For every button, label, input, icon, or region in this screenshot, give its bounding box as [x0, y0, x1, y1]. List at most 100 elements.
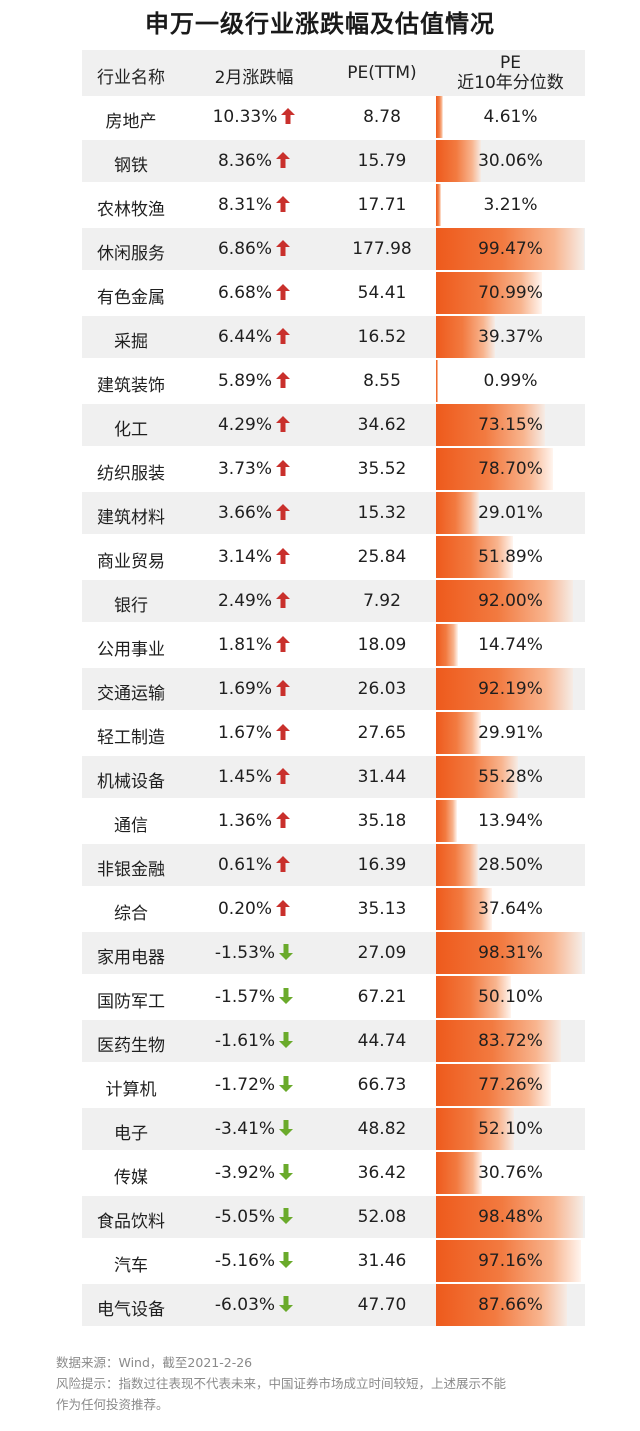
pe-percentile-cell: 51.89%	[436, 536, 585, 578]
table-row: 采掘 6.44% 16.52 39.37%	[82, 316, 585, 358]
header-pe-percentile-line1: PE	[500, 53, 521, 73]
feb-change-value: 8.36%	[217, 151, 272, 171]
arrow-down-icon	[279, 1076, 294, 1092]
feb-change-value: 0.20%	[217, 899, 272, 919]
industry-name: 电气设备	[97, 1300, 165, 1320]
risk-note-line1: 风险提示：指数过往表现不代表未来，中国证券市场成立时间较短，上述展示不能	[56, 1376, 507, 1391]
pe-percentile-value: 73.15%	[478, 415, 543, 435]
pe-percentile-cell: 98.31%	[436, 932, 585, 974]
arrow-up-icon	[276, 900, 290, 916]
table-row: 电子 -3.41% 48.82 52.10%	[82, 1108, 585, 1150]
feb-change-value: 1.45%	[217, 767, 272, 787]
pe-percentile-bar	[436, 140, 481, 182]
pe-percentile-value: 30.06%	[478, 151, 543, 171]
pe-percentile-cell: 87.66%	[436, 1284, 585, 1326]
pe-percentile-bar	[436, 1020, 561, 1062]
table-row: 银行 2.49% 7.92 92.00%	[82, 580, 585, 622]
table-row: 医药生物 -1.61% 44.74 83.72%	[82, 1020, 585, 1062]
table-row: 计算机 -1.72% 66.73 77.26%	[82, 1064, 585, 1106]
industry-name: 有色金属	[97, 288, 165, 308]
pe-percentile-cell: 3.21%	[436, 184, 585, 226]
pe-percentile-cell: 92.00%	[436, 580, 585, 622]
risk-note-line2: 作为任何投资推荐。	[56, 1397, 169, 1412]
arrow-up-icon	[276, 240, 290, 256]
feb-change-cell: -1.57%	[180, 987, 328, 1007]
industry-name: 汽车	[114, 1256, 148, 1276]
feb-change-value: 8.31%	[217, 195, 272, 215]
pe-percentile-cell: 4.61%	[436, 96, 585, 138]
pe-percentile-bar	[436, 888, 493, 930]
industry-name: 银行	[114, 596, 148, 616]
table-row: 传媒 -3.92% 36.42 30.76%	[82, 1152, 585, 1194]
arrow-up-icon	[276, 416, 290, 432]
pe-percentile-value: 98.31%	[478, 943, 543, 963]
table-row: 商业贸易 3.14% 25.84 51.89%	[82, 536, 585, 578]
pe-percentile-bar	[436, 580, 574, 622]
feb-change-cell: 4.29%	[180, 415, 328, 435]
feb-change-value: 0.61%	[217, 855, 272, 875]
pe-ttm-value: 31.46	[357, 1251, 407, 1271]
industry-name: 钢铁	[114, 156, 148, 176]
feb-change-cell: 3.66%	[180, 503, 328, 523]
arrow-up-icon	[276, 152, 290, 168]
pe-percentile-cell: 0.99%	[436, 360, 585, 402]
pe-percentile-value: 92.00%	[478, 591, 543, 611]
table-row: 食品饮料 -5.05% 52.08 98.48%	[82, 1196, 585, 1238]
industry-name: 采掘	[114, 332, 148, 352]
table-row: 非银金融 0.61% 16.39 28.50%	[82, 844, 585, 886]
arrow-up-icon	[276, 504, 290, 520]
pe-percentile-value: 50.10%	[478, 987, 543, 1007]
feb-change-value: 6.86%	[217, 239, 272, 259]
pe-percentile-bar	[436, 756, 519, 798]
industry-name: 建筑材料	[97, 508, 165, 528]
pe-percentile-cell: 30.76%	[436, 1152, 585, 1194]
pe-percentile-value: 52.10%	[478, 1119, 543, 1139]
feb-change-cell: -3.92%	[180, 1163, 328, 1183]
arrow-up-icon	[276, 284, 290, 300]
feb-change-cell: -1.53%	[180, 943, 328, 963]
industry-name: 轻工制造	[97, 728, 165, 748]
pe-percentile-cell: 92.19%	[436, 668, 585, 710]
pe-percentile-bar	[436, 1284, 567, 1326]
header-pe-percentile-line2: 近10年分位数	[457, 73, 564, 93]
pe-percentile-bar	[436, 536, 514, 578]
pe-ttm-value: 7.92	[363, 591, 401, 611]
table-header: 行业名称 2月涨跌幅 PE(TTM) PE 近10年分位数	[82, 50, 585, 96]
header-pe-percentile: PE 近10年分位数	[436, 53, 585, 93]
pe-percentile-cell: 98.48%	[436, 1196, 585, 1238]
feb-change-cell: 8.36%	[180, 151, 328, 171]
arrow-up-icon	[276, 768, 290, 784]
pe-ttm-value: 35.13	[357, 899, 407, 919]
feb-change-value: -3.92%	[214, 1163, 276, 1183]
arrow-down-icon	[279, 1032, 294, 1048]
pe-percentile-bar	[436, 96, 443, 138]
table-row: 通信 1.36% 35.18 13.94%	[82, 800, 585, 842]
table-row: 建筑材料 3.66% 15.32 29.01%	[82, 492, 585, 534]
pe-ttm-value: 18.09	[357, 635, 407, 655]
pe-percentile-bar	[436, 1240, 581, 1282]
feb-change-value: -6.03%	[214, 1295, 276, 1315]
pe-percentile-value: 92.19%	[478, 679, 543, 699]
pe-percentile-value: 3.21%	[483, 195, 538, 215]
pe-percentile-value: 70.99%	[478, 283, 543, 303]
pe-percentile-bar	[436, 1064, 552, 1106]
feb-change-value: -1.72%	[214, 1075, 276, 1095]
feb-change-value: 6.44%	[217, 327, 272, 347]
pe-ttm-value: 177.98	[352, 239, 412, 259]
pe-percentile-bar	[436, 316, 495, 358]
page-title: 申万一级行业涨跌幅及估值情况	[145, 10, 495, 38]
pe-ttm-value: 8.55	[363, 371, 401, 391]
industry-name: 机械设备	[97, 772, 165, 792]
pe-percentile-value: 29.91%	[478, 723, 543, 743]
arrow-up-icon	[276, 460, 290, 476]
pe-ttm-value: 25.84	[357, 547, 407, 567]
table-row: 有色金属 6.68% 54.41 70.99%	[82, 272, 585, 314]
pe-percentile-value: 97.16%	[478, 1251, 543, 1271]
pe-ttm-value: 27.65	[357, 723, 407, 743]
pe-percentile-cell: 97.16%	[436, 1240, 585, 1282]
pe-percentile-value: 55.28%	[478, 767, 543, 787]
feb-change-cell: 1.67%	[180, 723, 328, 743]
pe-ttm-value: 66.73	[357, 1075, 407, 1095]
table-row: 交通运输 1.69% 26.03 92.19%	[82, 668, 585, 710]
feb-change-value: 1.69%	[217, 679, 272, 699]
